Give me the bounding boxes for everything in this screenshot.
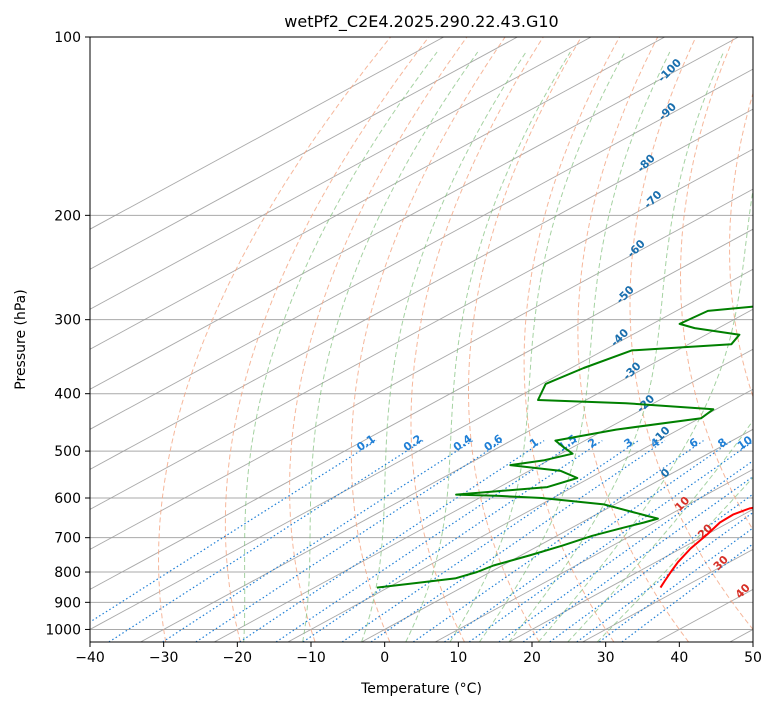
y-tick-label: 900 [54, 595, 81, 611]
y-tick-label: 500 [54, 444, 81, 460]
y-tick-label: 800 [54, 565, 81, 581]
y-tick-label: 700 [54, 531, 81, 547]
x-tick-label: −20 [223, 650, 253, 666]
y-axis-title: Pressure (hPa) [13, 289, 29, 389]
y-tick-label: 200 [54, 208, 81, 224]
x-tick-label: 20 [523, 650, 541, 666]
x-tick-label: 50 [744, 650, 762, 666]
y-tick-label: 300 [54, 313, 81, 329]
y-tick-label: 600 [54, 491, 81, 507]
x-tick-label: 30 [597, 650, 615, 666]
x-tick-label: −10 [296, 650, 326, 666]
x-tick-label: −30 [149, 650, 179, 666]
x-tick-label: −40 [75, 650, 105, 666]
x-tick-label: 40 [670, 650, 688, 666]
x-tick-label: 0 [380, 650, 389, 666]
x-tick-label: 10 [449, 650, 467, 666]
x-axis-title: Temperature (°C) [360, 681, 482, 697]
y-tick-label: 100 [54, 30, 81, 46]
y-tick-label: 1000 [45, 622, 81, 638]
chart-title: wetPf2_C2E4.2025.290.22.43.G10 [284, 12, 558, 32]
y-tick-label: 400 [54, 387, 81, 403]
